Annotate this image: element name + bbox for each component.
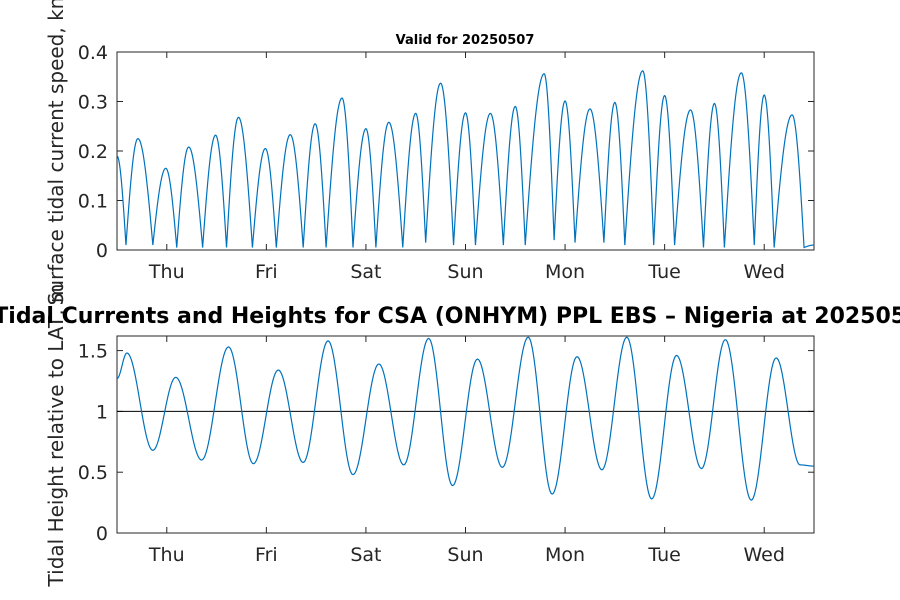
current-speed-panel: 0 0.1 0.2 0.3 0.4 Thu Fri Sat Sun Mon Tue Wed Vali…: [44, 0, 815, 305]
tidal-height-ytick-label: 0.5: [78, 462, 108, 484]
current-speed-ytick-label: 0.4: [78, 42, 108, 64]
current-speed-ytick-label: 0.3: [78, 92, 108, 114]
tidal-height-xtick-label: Tue: [647, 544, 680, 566]
current-speed-xtick-label: Thu: [148, 261, 185, 283]
current-speed-y-axis: 0 0.1 0.2 0.3 0.4: [78, 42, 814, 262]
current-speed-title: Valid for 20250507: [396, 33, 535, 48]
current-speed-xtick-label: Tue: [647, 261, 680, 283]
tidal-height-ytick-label: 1.5: [78, 341, 108, 363]
tidal-height-xtick-label: Wed: [743, 544, 784, 566]
current-speed-axes-box: [116, 51, 815, 251]
current-speed-ytick-label: 0: [96, 240, 108, 262]
tidal-height-y-axis: 0 0.5 1 1.5: [78, 341, 814, 545]
current-speed-xtick-label: Mon: [545, 261, 585, 283]
current-speed-x-axis: Thu Fri Sat Sun Mon Tue Wed: [148, 52, 785, 283]
current-speed-ylabel: Surface tidal current speed, kn: [44, 0, 68, 305]
tidal-height-xtick-label: Fri: [255, 544, 278, 566]
current-speed-xtick-label: Wed: [743, 261, 784, 283]
tidal-height-xtick-label: Mon: [545, 544, 585, 566]
tidal-height-xtick-label: Thu: [148, 544, 185, 566]
tidal-height-axes-box: [116, 335, 815, 534]
tidal-height-ytick-label: 1: [96, 401, 108, 423]
tidal-height-ytick-label: 0: [96, 523, 108, 545]
tidal-height-ylabel: Tidal Height relative to LAT, m: [44, 284, 68, 588]
tidal-height-series-line: [116, 336, 815, 501]
current-speed-xtick-label: Sun: [447, 261, 483, 283]
current-speed-ytick-label: 0.2: [78, 141, 108, 163]
tidal-height-x-axis: Thu Fri Sat Sun Mon Tue Wed: [148, 336, 785, 566]
current-speed-xtick-label: Sat: [350, 261, 381, 283]
current-speed-series-line: [116, 70, 815, 249]
tidal-height-panel: 0 0.5 1 1.5 Thu Fri Sat Sun Mon Tue Wed Tidal Hei…: [44, 284, 815, 588]
current-speed-xtick-label: Fri: [255, 261, 278, 283]
current-speed-ytick-label: 0.1: [78, 191, 108, 213]
tidal-height-xtick-label: Sun: [447, 544, 483, 566]
tidal-height-xtick-label: Sat: [350, 544, 381, 566]
figure-main-title: Tidal Currents and Heights for CSA (ONHY…: [0, 304, 900, 329]
